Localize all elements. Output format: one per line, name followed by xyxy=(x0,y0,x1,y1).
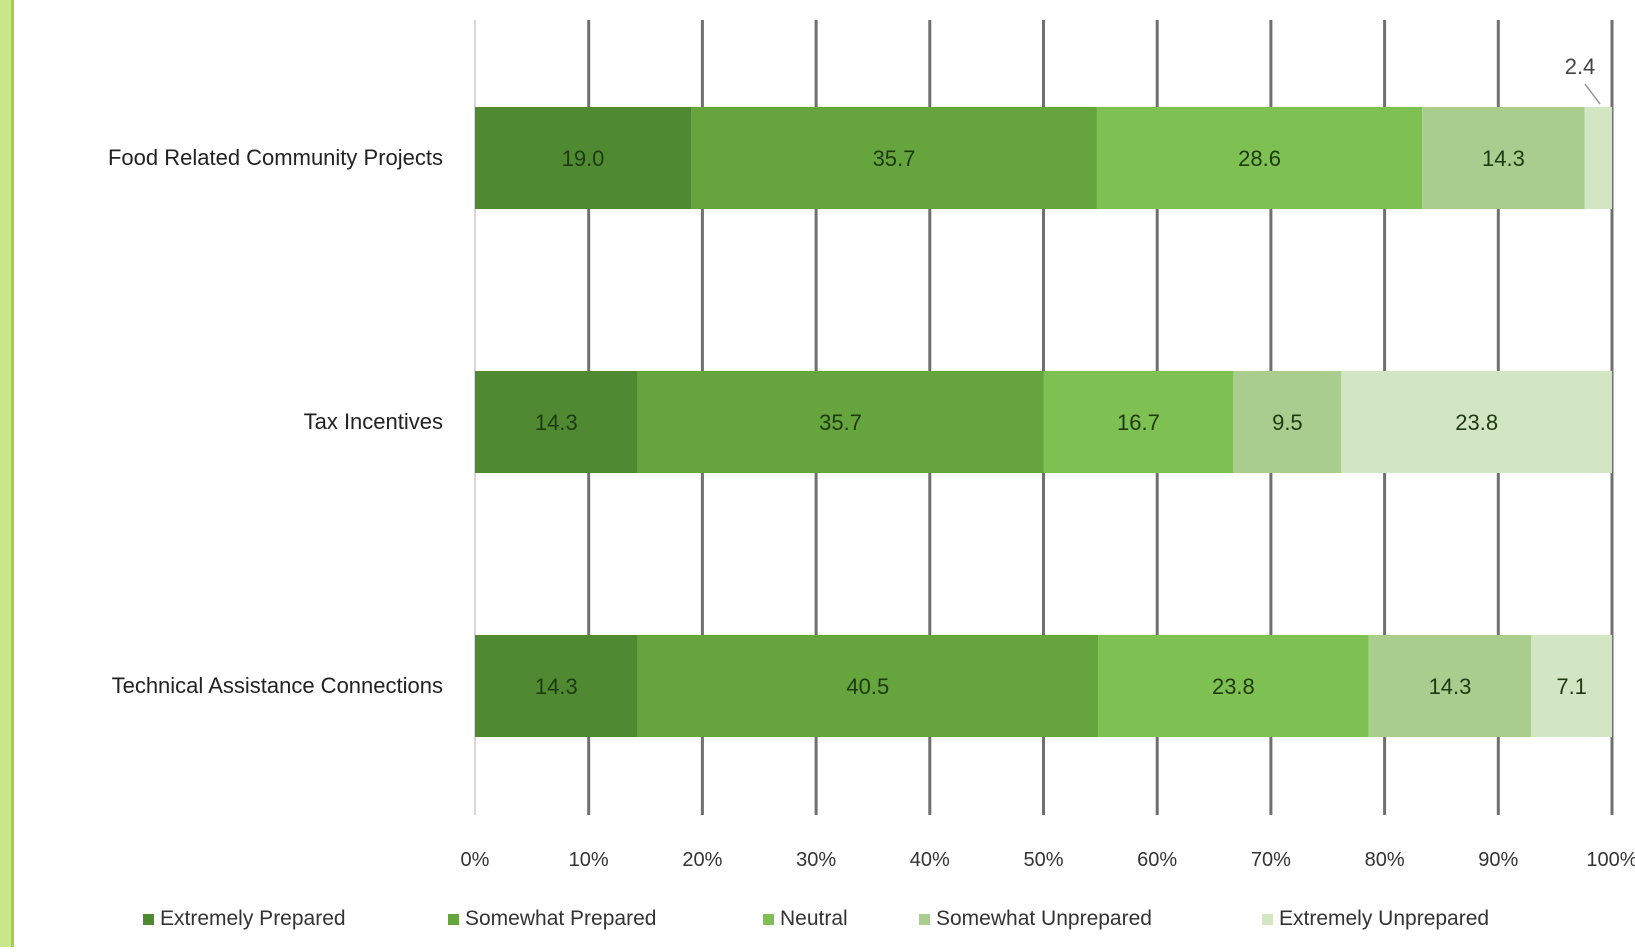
x-tick-label: 10% xyxy=(569,849,609,871)
legend-label: Somewhat Unprepared xyxy=(936,907,1152,930)
x-tick-label: 70% xyxy=(1251,849,1291,871)
bar-segment xyxy=(1368,635,1532,737)
legend-swatch xyxy=(448,914,459,925)
bar-segment xyxy=(1098,635,1369,737)
data-label: 40.5 xyxy=(846,674,889,699)
data-label: 23.8 xyxy=(1455,410,1498,435)
x-tick-label: 20% xyxy=(682,849,722,871)
data-label: 23.8 xyxy=(1212,674,1255,699)
data-label: 35.7 xyxy=(819,410,862,435)
bar-segment xyxy=(637,371,1044,473)
data-label: 14.3 xyxy=(535,674,578,699)
data-label: 2.4 xyxy=(1565,54,1596,79)
category-label: Food Related Community Projects xyxy=(108,145,443,170)
bar-segment xyxy=(637,635,1099,737)
legend-label: Extremely Prepared xyxy=(160,907,346,930)
data-label: 35.7 xyxy=(873,146,916,171)
legend-swatch xyxy=(1262,914,1273,925)
bar-segment xyxy=(1341,371,1612,473)
data-label-leader xyxy=(1584,83,1601,105)
x-tick-label: 60% xyxy=(1137,849,1177,871)
data-label: 9.5 xyxy=(1272,410,1303,435)
legend-swatch xyxy=(143,914,154,925)
bar-segment xyxy=(475,635,638,737)
legend-label: Somewhat Prepared xyxy=(465,907,656,930)
x-tick-label: 90% xyxy=(1478,849,1518,871)
x-tick-label: 40% xyxy=(910,849,950,871)
data-label: 28.6 xyxy=(1238,146,1281,171)
bar-segment xyxy=(1584,107,1612,209)
x-tick-label: 50% xyxy=(1023,849,1063,871)
x-tick-label: 80% xyxy=(1365,849,1405,871)
bar-segment xyxy=(691,107,1097,209)
bar-segment xyxy=(1422,107,1585,209)
data-label: 19.0 xyxy=(562,146,605,171)
data-label: 7.1 xyxy=(1556,674,1587,699)
bar-segment xyxy=(1531,635,1612,737)
data-label: 14.3 xyxy=(1482,146,1525,171)
bar-segment xyxy=(1043,371,1234,473)
x-tick-label: 0% xyxy=(461,849,490,871)
bars: 19.0 35.7 28.6 14.3 2.4 14.3 35.7 16.7 9.5 23.8 14… xyxy=(475,54,1612,737)
bar-segment xyxy=(1233,371,1342,473)
legend-label: Neutral xyxy=(780,907,848,930)
bar-segment xyxy=(1096,107,1423,209)
x-tick-label: 30% xyxy=(796,849,836,871)
legend-label: Extremely Unprepared xyxy=(1279,907,1489,930)
category-labels: Food Related Community Projects Tax Incen… xyxy=(108,145,443,698)
legend: Extremely Prepared Somewhat Prepared Neutr… xyxy=(143,907,1489,930)
data-label: 16.7 xyxy=(1117,410,1160,435)
legend-swatch xyxy=(763,914,774,925)
bar-segment xyxy=(475,107,692,209)
category-label: Technical Assistance Connections xyxy=(112,673,443,698)
legend-swatch xyxy=(919,914,930,925)
category-label: Tax Incentives xyxy=(304,409,443,434)
x-tick-labels: 0% 10% 20% 30% 40% 50% 60% 70% 80% 90% 100% xyxy=(461,849,1635,871)
bar-segment xyxy=(475,371,638,473)
data-label: 14.3 xyxy=(535,410,578,435)
frame-left-border xyxy=(0,0,14,947)
data-label: 14.3 xyxy=(1429,674,1472,699)
x-tick-label: 100% xyxy=(1586,849,1635,871)
